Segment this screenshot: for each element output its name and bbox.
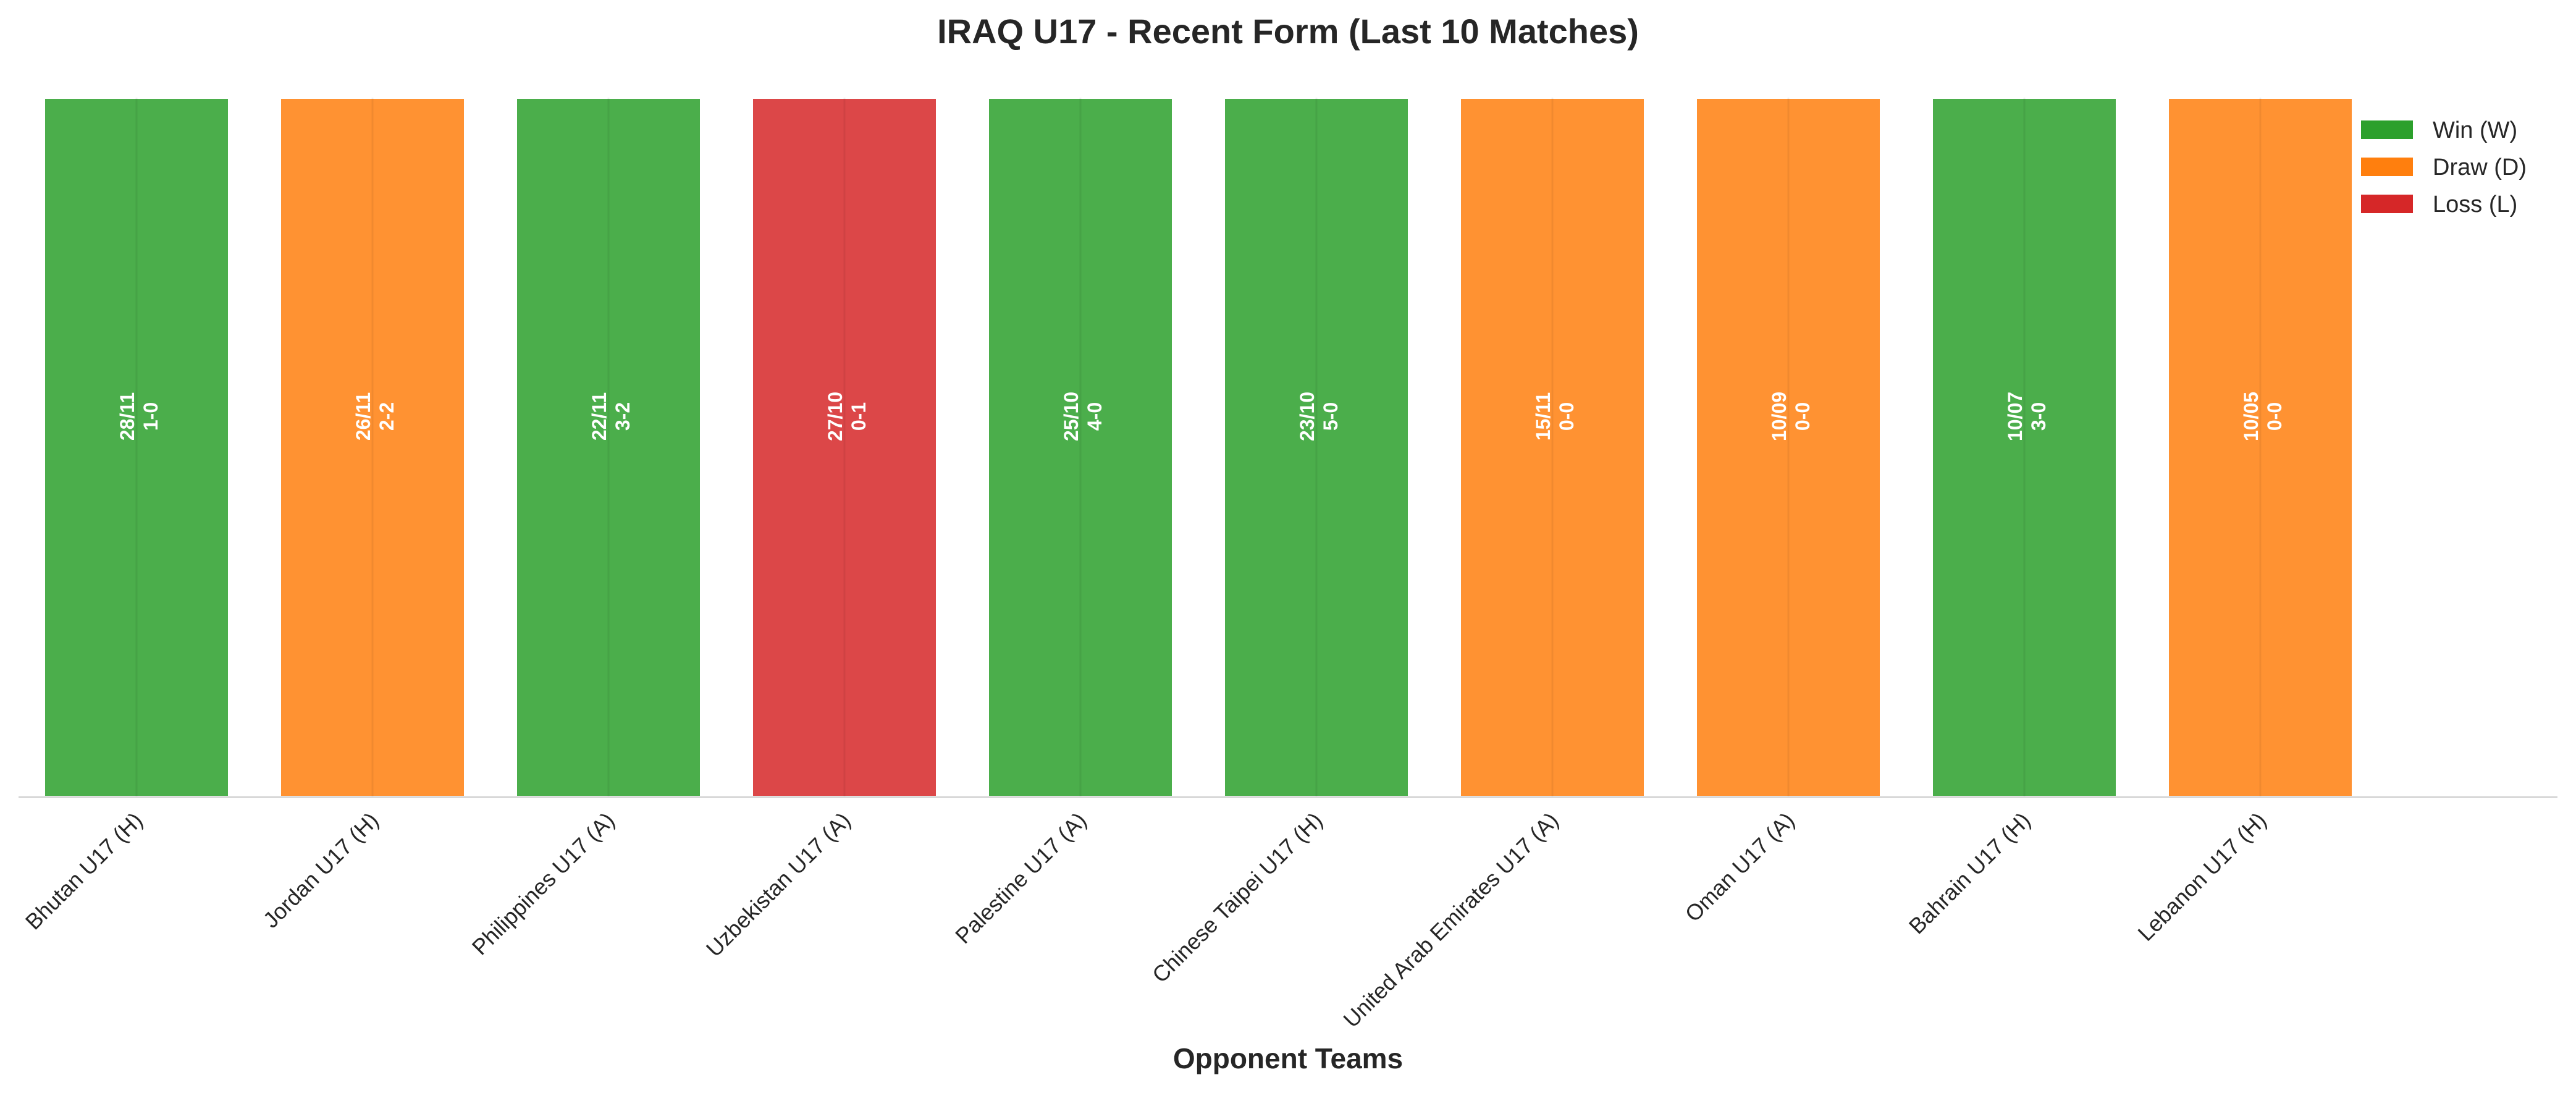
x-tick-label: Jordan U17 (H) <box>258 808 384 933</box>
bar-data-label: 10/073-0 <box>2004 392 2050 441</box>
bar-date-label: 22/11 <box>588 392 610 441</box>
x-tick-label: Bahrain U17 (H) <box>1904 808 2035 939</box>
bar-data-label: 23/105-0 <box>1296 392 1342 441</box>
x-tick-label: Palestine U17 (A) <box>950 808 1091 948</box>
x-tick-label: Oman U17 (A) <box>1680 808 1799 927</box>
bar-date-label: 10/09 <box>1768 392 1790 441</box>
x-tick-labels: Bhutan U17 (H) Jordan U17 (H) Philippines … <box>20 808 2271 1032</box>
bar-score-label: 0-0 <box>1791 402 1814 431</box>
bar-score-label: 0-1 <box>848 402 870 431</box>
bar-score-label: 3-2 <box>612 402 634 431</box>
bar-data-label: 25/104-0 <box>1060 392 1106 441</box>
bar-1 <box>43 96 230 798</box>
bar-4 <box>751 96 938 798</box>
bar-5 <box>987 96 1174 798</box>
bar-data-label: 10/050-0 <box>2240 392 2286 441</box>
bar-score-label: 0-0 <box>2263 402 2286 431</box>
bar-7 <box>1458 96 1646 798</box>
x-tick-label: Bhutan U17 (H) <box>20 808 148 935</box>
bar-2 <box>279 96 466 798</box>
legend-swatch-d <box>2361 158 2413 176</box>
x-tick-label: Uzbekistan U17 (A) <box>701 808 856 962</box>
bar-data-label: 22/113-2 <box>588 392 634 441</box>
bar-date-label: 26/11 <box>352 392 374 441</box>
bar-date-label: 27/10 <box>824 392 846 441</box>
x-axis-label: Opponent Teams <box>1173 1042 1403 1074</box>
bar-data-label: 28/111-0 <box>116 392 162 441</box>
legend-swatch-l <box>2361 195 2413 213</box>
bar-6 <box>1223 96 1410 798</box>
bar-date-label: 10/07 <box>2004 392 2026 441</box>
legend-swatch-w <box>2361 120 2413 139</box>
legend-label-l: Loss (L) <box>2433 192 2517 217</box>
bar-score-label: 3-0 <box>2027 402 2050 431</box>
bars-layer: 28/111-0 26/112-2 22/113-2 27/100-1 25/104-0… <box>43 96 2354 798</box>
x-tick-label: Lebanon U17 (H) <box>2132 808 2271 946</box>
bar-score-label: 4-0 <box>1084 402 1106 431</box>
bar-3 <box>515 96 702 798</box>
x-tick-label: Philippines U17 (A) <box>467 808 620 960</box>
bar-score-label: 2-2 <box>376 402 398 431</box>
bar-date-label: 10/05 <box>2240 392 2262 441</box>
bar-date-label: 25/10 <box>1060 392 1082 441</box>
legend-label-w: Win (W) <box>2433 117 2517 143</box>
bar-score-label: 5-0 <box>1320 402 1342 431</box>
bar-score-label: 0-0 <box>1555 402 1578 431</box>
legend: Win (W) Draw (D) Loss (L) <box>2361 117 2527 217</box>
bar-score-label: 1-0 <box>140 402 162 431</box>
x-tick-label: Chinese Taipei U17 (H) <box>1147 808 1328 988</box>
chart-title: IRAQ U17 - Recent Form (Last 10 Matches) <box>937 12 1639 51</box>
bar-date-label: 28/11 <box>116 392 138 441</box>
legend-label-d: Draw (D) <box>2433 154 2527 180</box>
x-tick-label: United Arab Emirates U17 (A) <box>1338 808 1563 1032</box>
bar-10 <box>2166 96 2354 798</box>
bar-data-label: 27/100-1 <box>824 392 870 441</box>
bar-date-label: 23/10 <box>1296 392 1318 441</box>
bar-data-label: 10/090-0 <box>1768 392 1814 441</box>
bar-data-label: 26/112-2 <box>352 392 398 441</box>
bar-data-label: 15/110-0 <box>1532 392 1578 441</box>
bar-date-label: 15/11 <box>1532 392 1554 441</box>
